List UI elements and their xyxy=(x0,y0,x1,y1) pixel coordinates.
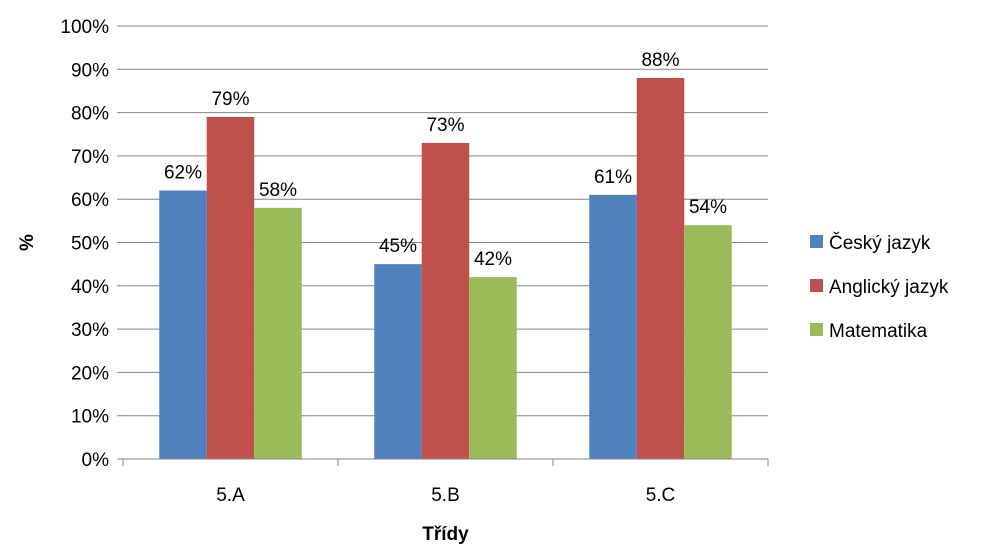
data-label: 88% xyxy=(641,50,679,71)
bar xyxy=(636,77,685,460)
data-label: 54% xyxy=(689,197,727,218)
data-label: 73% xyxy=(426,115,464,136)
x-tick-label: 5.C xyxy=(646,485,676,506)
y-tick-label: 90% xyxy=(71,60,109,81)
x-axis-ticks: 5.A 5.B 5.C xyxy=(122,459,769,506)
y-tick-label: 0% xyxy=(82,450,110,471)
bar xyxy=(254,207,302,459)
legend: Český jazyk Anglický jazyk Matematika xyxy=(810,232,949,342)
data-labels: 62% 79% 58% 45% 73% 42% 61% 88% 54% xyxy=(164,50,727,270)
bar xyxy=(374,264,422,459)
legend-label: Anglický jazyk xyxy=(829,277,949,298)
y-tick-label: 60% xyxy=(71,190,109,211)
y-tick-label: 80% xyxy=(71,104,109,125)
legend-swatch xyxy=(810,323,823,336)
y-tick-label: 50% xyxy=(71,234,109,255)
data-label: 45% xyxy=(379,236,417,257)
y-tick-label: 100% xyxy=(60,17,109,38)
legend-label: Matematika xyxy=(829,321,928,342)
bar xyxy=(589,194,637,459)
bars xyxy=(159,77,732,460)
y-tick-label: 70% xyxy=(71,147,109,168)
x-axis-title: Třídy xyxy=(422,524,469,545)
y-axis-ticks: 0% 10% 20% 30% 40% 50% 60% 70% 80% 90% 100% xyxy=(60,17,123,471)
y-tick-label: 20% xyxy=(71,363,109,384)
bar xyxy=(469,277,517,459)
bar xyxy=(684,225,732,459)
bar xyxy=(159,190,207,460)
bar xyxy=(206,116,255,460)
legend-swatch xyxy=(810,279,823,292)
data-label: 61% xyxy=(594,167,632,188)
bar xyxy=(421,142,470,459)
data-label: 79% xyxy=(211,89,249,110)
y-tick-label: 30% xyxy=(71,320,109,341)
x-tick-label: 5.A xyxy=(216,485,245,506)
legend-label: Český jazyk xyxy=(829,232,931,254)
legend-swatch xyxy=(810,235,823,248)
data-label: 58% xyxy=(259,180,297,201)
y-tick-label: 10% xyxy=(71,407,109,428)
x-tick-label: 5.B xyxy=(431,485,460,506)
y-axis-title: % xyxy=(17,234,38,251)
y-tick-label: 40% xyxy=(71,277,109,298)
data-label: 42% xyxy=(474,249,512,270)
data-label: 62% xyxy=(164,163,202,184)
